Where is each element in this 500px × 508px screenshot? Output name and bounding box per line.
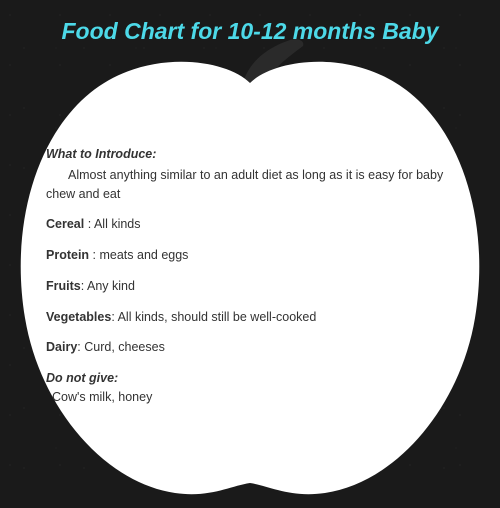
dont-give-heading: Do not give: bbox=[46, 369, 454, 388]
category-row: Vegetables: All kinds, should still be w… bbox=[46, 308, 454, 327]
category-value: Curd, cheeses bbox=[84, 340, 165, 354]
page-title: Food Chart for 10-12 months Baby bbox=[0, 18, 500, 45]
category-row: Protein : meats and eggs bbox=[46, 246, 454, 265]
category-label: Vegetables bbox=[46, 310, 111, 324]
category-label: Cereal bbox=[46, 217, 84, 231]
category-label: Protein bbox=[46, 248, 89, 262]
category-label: Fruits bbox=[46, 279, 81, 293]
category-separator: : bbox=[89, 248, 99, 262]
category-row: Fruits: Any kind bbox=[46, 277, 454, 296]
category-row: Cereal : All kinds bbox=[46, 215, 454, 234]
category-value: All kinds bbox=[94, 217, 141, 231]
dont-give-text: Cow's milk, honey bbox=[52, 388, 454, 407]
intro-text: Almost anything similar to an adult diet… bbox=[46, 166, 454, 204]
category-row: Dairy: Curd, cheeses bbox=[46, 338, 454, 357]
category-separator: : bbox=[84, 217, 94, 231]
intro-heading: What to Introduce: bbox=[46, 145, 454, 164]
category-value: All kinds, should still be well-cooked bbox=[118, 310, 317, 324]
category-value: meats and eggs bbox=[99, 248, 188, 262]
content-block: What to Introduce: Almost anything simil… bbox=[46, 145, 454, 407]
category-value: Any kind bbox=[87, 279, 135, 293]
category-label: Dairy bbox=[46, 340, 77, 354]
